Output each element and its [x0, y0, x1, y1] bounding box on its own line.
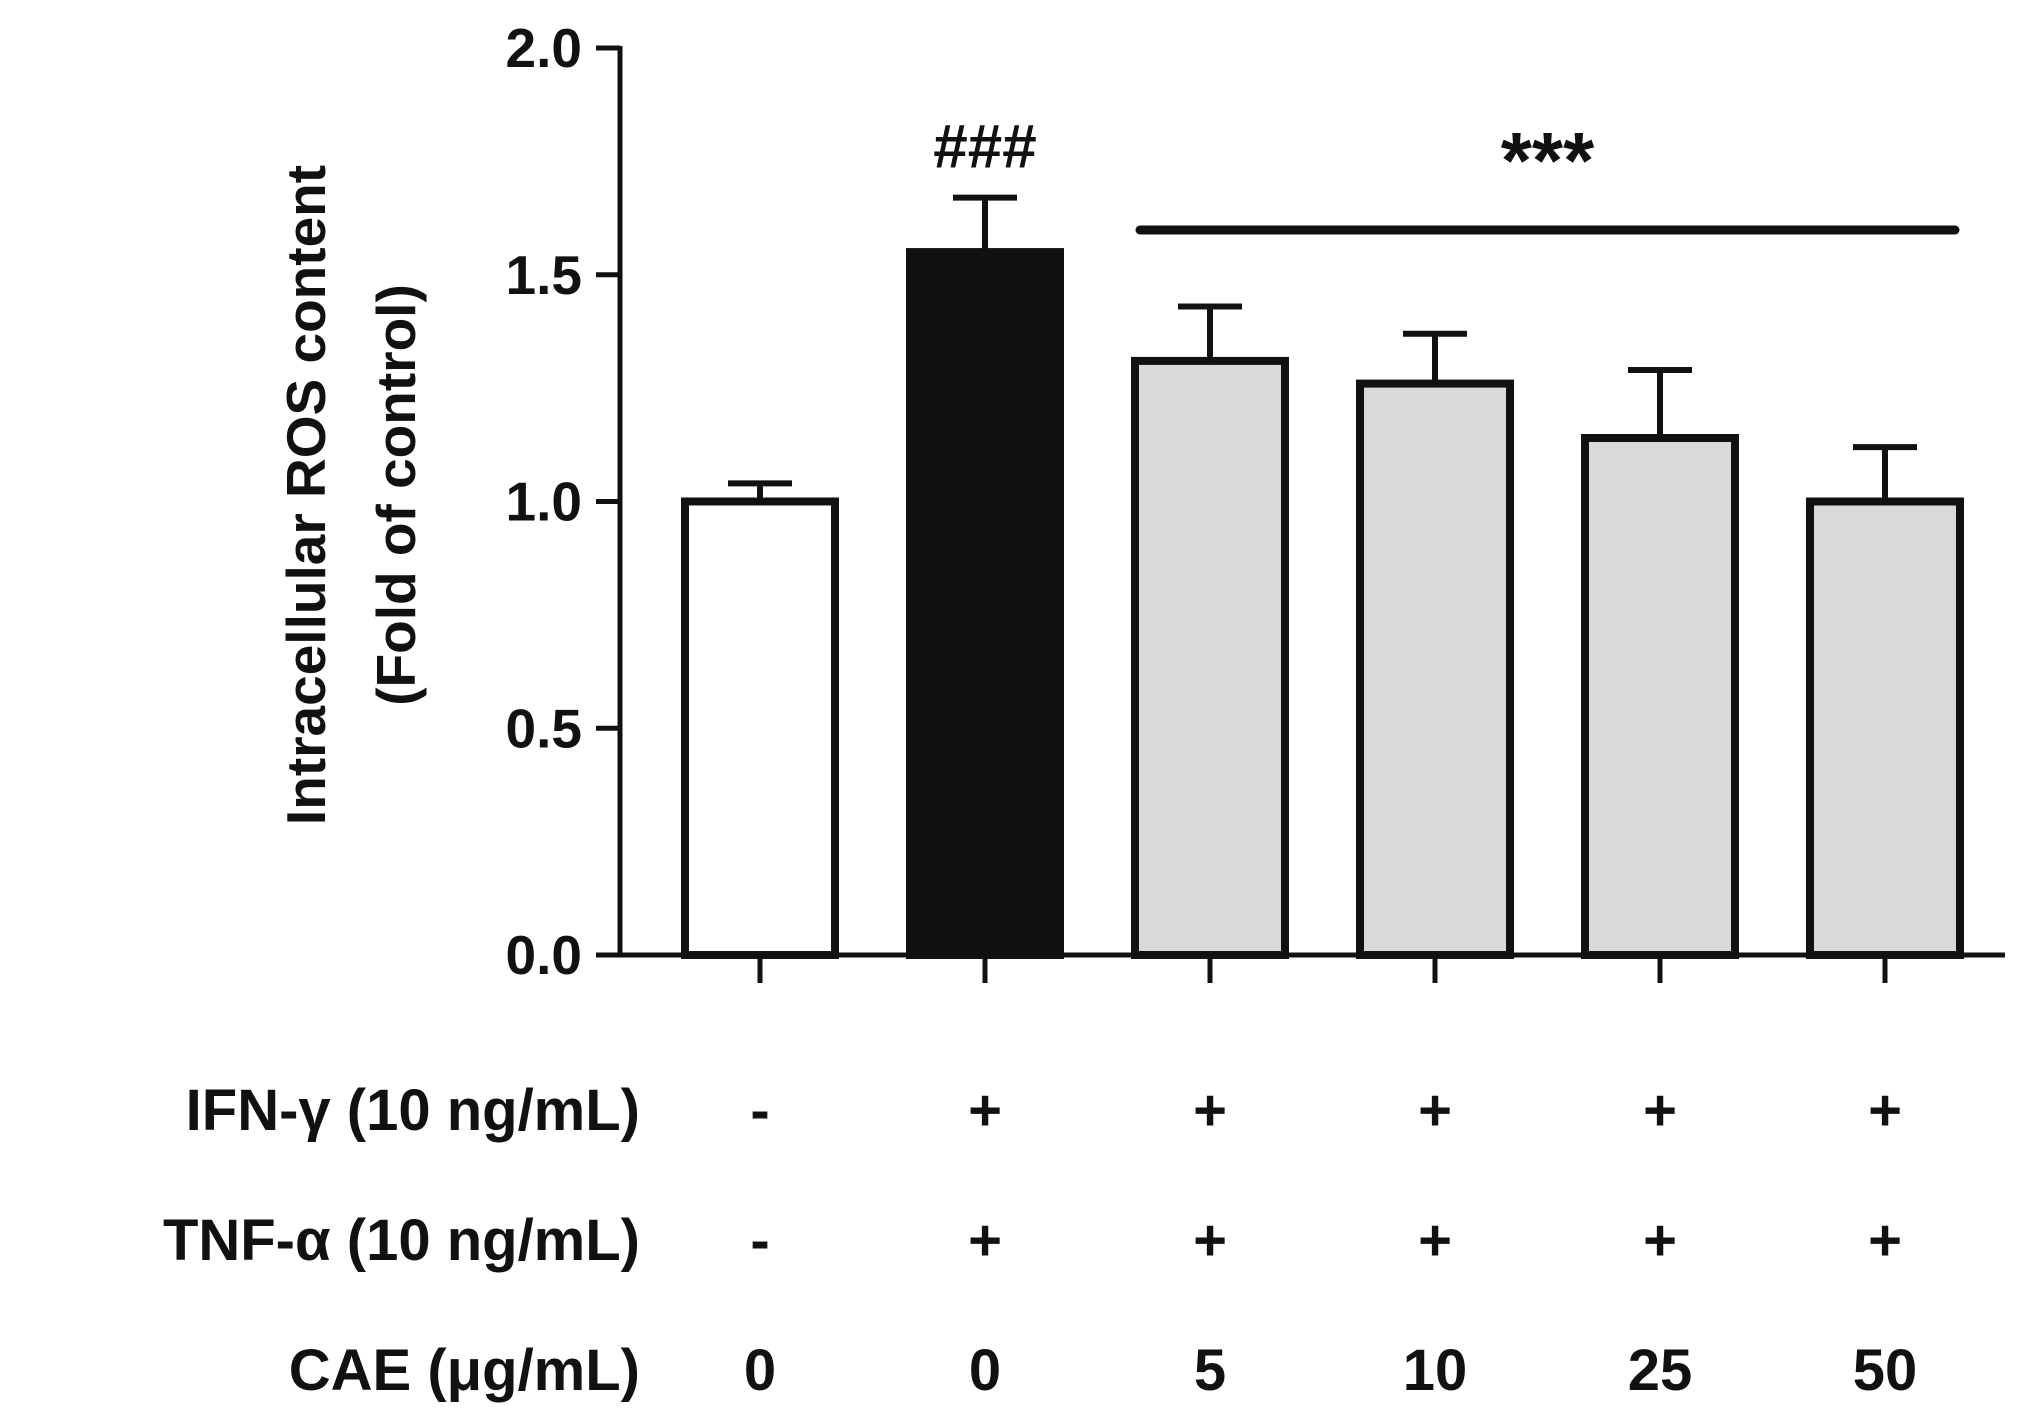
treatment-row-label: CAE (μg/mL): [289, 1338, 640, 1403]
bar: [906, 248, 1064, 959]
bar: [1581, 434, 1739, 959]
bars-group: [681, 248, 1964, 960]
y-axis-label-line-1: Intracellular ROS content: [275, 165, 337, 825]
treatment-value: 5: [1194, 1338, 1226, 1403]
bar: [1131, 356, 1289, 960]
treatment-value: +: [1193, 1208, 1227, 1273]
y-tick-label: 1.0: [506, 471, 582, 533]
treatment-value: 0: [744, 1338, 776, 1403]
y-axis-label: Intracellular ROS content (Fold of contr…: [275, 165, 427, 825]
treatment-value: 50: [1853, 1338, 1918, 1403]
y-axis-label-line-2: (Fold of control): [365, 284, 427, 706]
y-tick-label: 2.0: [506, 17, 582, 79]
treatment-value: -: [750, 1208, 769, 1273]
y-tick-label: 0.5: [506, 697, 582, 759]
y-tick-label: 1.5: [506, 244, 582, 306]
bar: [681, 497, 839, 959]
treatment-value: 0: [969, 1338, 1001, 1403]
x-axis: [618, 952, 2005, 983]
treatment-value: +: [1868, 1208, 1902, 1273]
bar: [1806, 497, 1964, 959]
treatment-value: +: [1643, 1078, 1677, 1143]
treatment-value: +: [1643, 1208, 1677, 1273]
treatment-value: -: [750, 1078, 769, 1143]
treatment-table: IFN-γ (10 ng/mL) - + + + + + TNF-α (10 ng/mL) - +…: [163, 1078, 1917, 1403]
treatment-value: 10: [1403, 1338, 1468, 1403]
treatment-value: +: [1418, 1078, 1452, 1143]
treatment-row-label: IFN-γ (10 ng/mL): [186, 1078, 640, 1143]
treatment-value: +: [1868, 1078, 1902, 1143]
significance-hash-mark: ###: [933, 113, 1036, 182]
treatment-value: +: [968, 1208, 1002, 1273]
bar: [1356, 379, 1514, 959]
y-tick-label: 0.0: [506, 924, 582, 986]
y-axis: 0.0 0.5 1.0 1.5 2.0: [506, 17, 623, 986]
significance-star-mark: ***: [1501, 116, 1595, 205]
treatment-row-label: TNF-α (10 ng/mL): [163, 1208, 640, 1273]
significance-annotations: ### ***: [933, 113, 1960, 235]
treatment-value: +: [968, 1078, 1002, 1143]
treatment-value: +: [1418, 1208, 1452, 1273]
treatment-value: +: [1193, 1078, 1227, 1143]
treatment-value: 25: [1628, 1338, 1693, 1403]
error-bars-group: [728, 194, 1917, 502]
